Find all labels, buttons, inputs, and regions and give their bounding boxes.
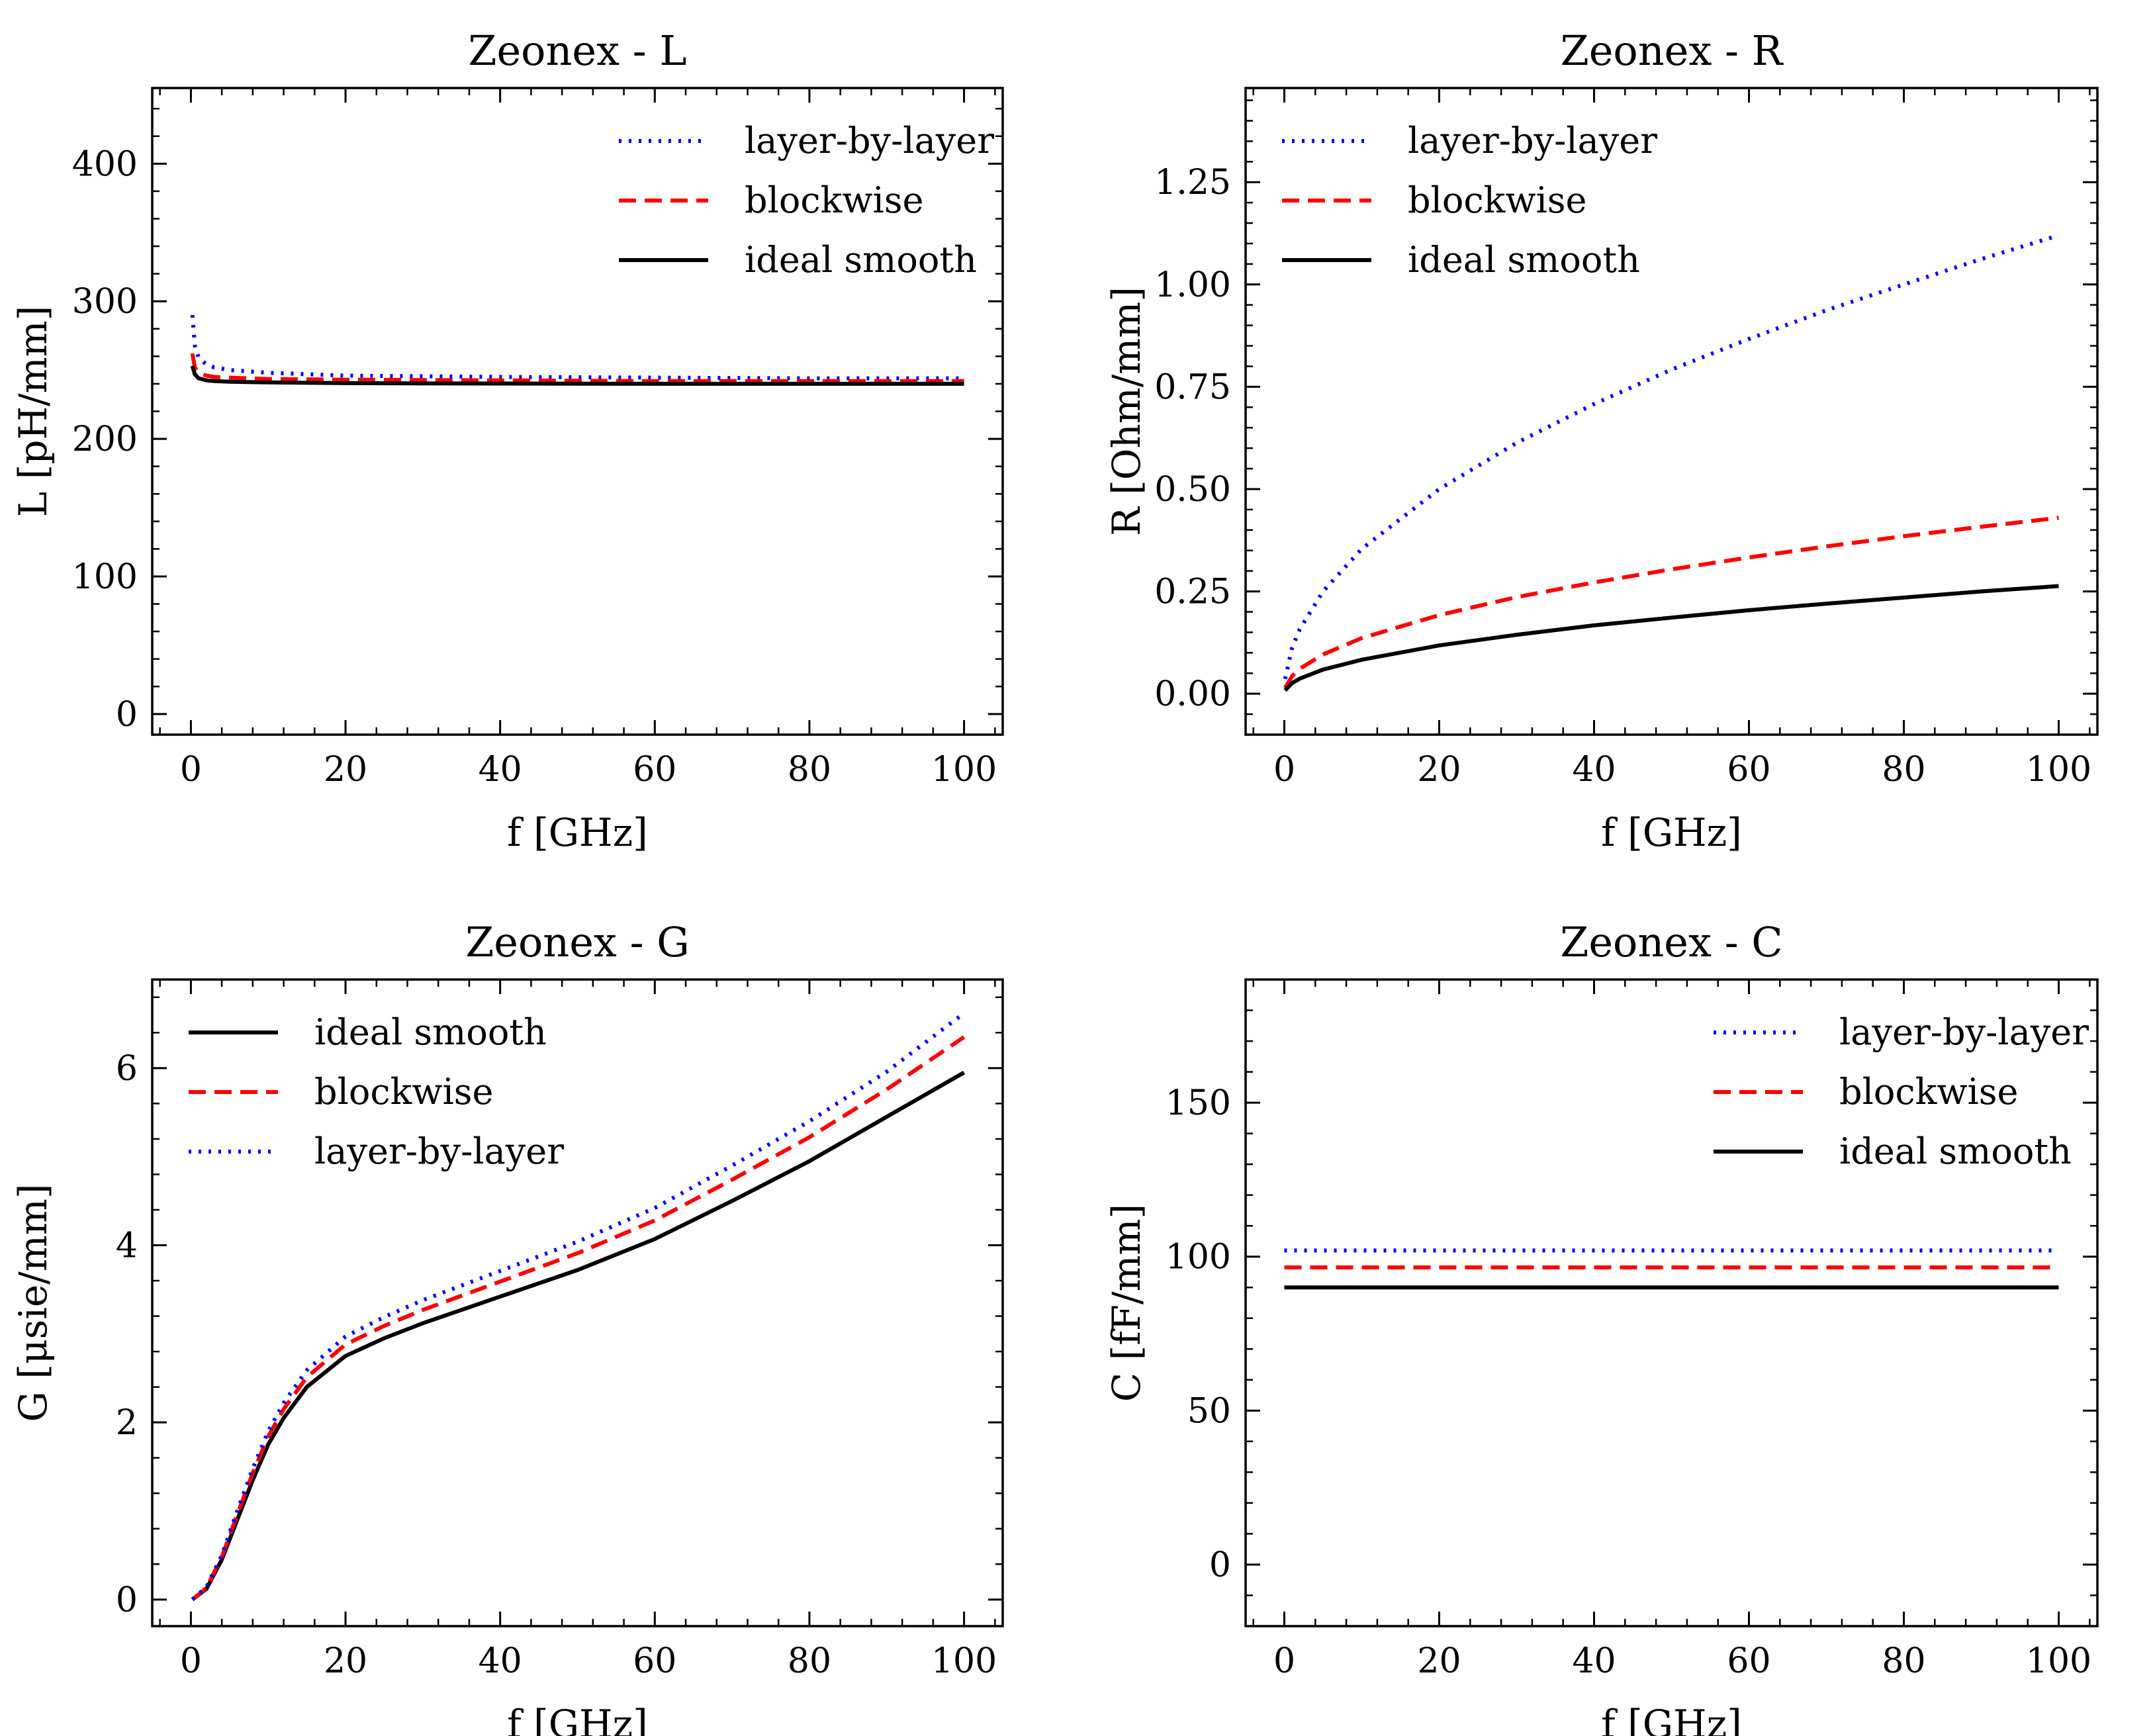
series-line-layer-by-layer (191, 1011, 966, 1602)
series-line-layer-by-layer (1283, 233, 2060, 680)
x-tick-label: 0 (1273, 1641, 1295, 1681)
y-tick-label: 150 (1166, 1083, 1231, 1123)
y-tick-label: 0.75 (1154, 367, 1231, 407)
legend: ideal smooth blockwise layer-by-layer (189, 1011, 564, 1172)
axis-ticks (1246, 88, 2097, 736)
x-tick-label: 0 (1273, 750, 1295, 790)
series-line-ideal-smooth (191, 1070, 966, 1602)
y-tick-label: 1.25 (1154, 163, 1231, 203)
x-tick-label: 0 (180, 750, 202, 790)
x-tick-label: 40 (479, 1641, 522, 1681)
y-tick-label: 0.50 (1154, 470, 1231, 510)
legend-label: ideal smooth (1839, 1130, 2072, 1172)
legend-label: layer-by-layer (745, 120, 994, 161)
x-tick-label: 100 (2026, 1641, 2091, 1681)
series-line-ideal-smooth (1283, 584, 2059, 692)
chart-c: Zeonex - C f [GHz] C [fF/mm] 0 20 40 60 80 100 0 5… (1104, 918, 2099, 1736)
legend-label: blockwise (745, 179, 923, 221)
plot-frame (151, 978, 1004, 1627)
plot-frame (1244, 978, 2099, 1627)
axis-ticks (1246, 978, 2097, 1627)
chart-title: Zeonex - R (1561, 26, 1784, 75)
x-tick-label: 60 (633, 750, 676, 790)
y-tick-label: 6 (116, 1049, 138, 1089)
chart-l: Zeonex - L f [GHz] L [pH/mm] 0 20 40 60 80 100 0 1… (11, 26, 1004, 855)
x-axis-label: f [GHz] (1601, 810, 1742, 855)
x-tick-label: 100 (2026, 750, 2091, 790)
x-tick-label: 40 (479, 750, 522, 790)
series-line-blockwise (190, 353, 964, 383)
y-tick-label: 300 (72, 282, 138, 322)
y-tick-label: 400 (72, 144, 138, 184)
y-axis-label: C [fF/mm] (1104, 1204, 1149, 1402)
legend-label: blockwise (314, 1071, 493, 1113)
y-tick-label: 200 (72, 420, 138, 459)
legend: layer-by-layer blockwise ideal smooth (1714, 1011, 2089, 1172)
legend-label: ideal smooth (745, 239, 977, 281)
x-axis-label: f [GHz] (1601, 1702, 1742, 1736)
chart-title: Zeonex - G (465, 918, 690, 966)
y-tick-label: 0.00 (1154, 674, 1231, 714)
y-tick-label: 0 (1209, 1545, 1231, 1585)
x-tick-label: 60 (1727, 1641, 1770, 1681)
legend-label: layer-by-layer (314, 1130, 564, 1172)
y-axis-label: L [pH/mm] (11, 306, 56, 517)
series-line-blockwise (191, 1035, 966, 1602)
legend-label: ideal smooth (314, 1011, 547, 1053)
x-tick-label: 20 (324, 1641, 367, 1681)
y-tick-label: 100 (72, 557, 138, 597)
y-tick-label: 0.25 (1154, 572, 1231, 612)
chart-g: Zeonex - Gf [GHz]G [μsie/mm]0 20 40 60 80 100… (11, 918, 1004, 1736)
x-tick-label: 20 (1417, 750, 1461, 790)
x-tick-label: 0 (180, 1641, 202, 1681)
y-tick-label: 1.00 (1154, 265, 1231, 305)
x-tick-label: 80 (1882, 750, 1925, 790)
x-tick-label: 40 (1572, 1641, 1616, 1681)
y-tick-label: 50 (1187, 1391, 1231, 1431)
legend-label: blockwise (1839, 1071, 2018, 1113)
plot-frame (1244, 87, 2099, 736)
series-line-ideal-smooth (190, 365, 964, 386)
chart-r: Zeonex - R f [GHz] R [Ohm/mm] 0 20 40 60 80 100 0… (1104, 26, 2099, 855)
y-tick-label: 2 (116, 1403, 138, 1443)
x-tick-label: 60 (633, 1641, 676, 1681)
x-tick-label: 20 (1417, 1641, 1461, 1681)
legend: layer-by-layer blockwise ideal smooth (1282, 120, 1657, 281)
x-tick-label: 80 (788, 750, 831, 790)
x-axis-label: f [GHz] (507, 810, 648, 855)
series-line-blockwise (1283, 516, 2059, 690)
chart-title: Zeonex - C (1560, 918, 1783, 966)
chart-title: Zeonex - L (468, 26, 686, 75)
x-tick-label: 100 (931, 1641, 997, 1681)
x-tick-label: 40 (1572, 750, 1616, 790)
y-axis-label: R [Ohm/mm] (1104, 287, 1149, 536)
x-axis-label: f [GHz] (507, 1702, 648, 1736)
x-tick-label: 100 (931, 750, 997, 790)
x-tick-label: 80 (1882, 1641, 1925, 1681)
plot-frame (151, 87, 1004, 736)
axis-ticks (152, 88, 1003, 735)
x-tick-label: 20 (324, 750, 367, 790)
legend: layer-by-layer blockwise ideal smooth (619, 120, 994, 281)
axis-ticks (152, 980, 1003, 1626)
x-tick-label: 80 (788, 1641, 831, 1681)
legend-label: blockwise (1408, 179, 1586, 221)
series-line-layer-by-layer (190, 314, 964, 381)
y-axis-label: G [μsie/mm] (11, 1184, 56, 1422)
y-tick-label: 0 (116, 695, 138, 735)
y-tick-label: 0 (116, 1580, 138, 1620)
legend-label: ideal smooth (1408, 239, 1640, 281)
legend-label: layer-by-layer (1839, 1011, 2089, 1053)
x-tick-label: 60 (1727, 750, 1770, 790)
legend-label: layer-by-layer (1408, 120, 1657, 161)
y-tick-label: 4 (116, 1226, 138, 1266)
y-tick-label: 100 (1166, 1238, 1231, 1277)
